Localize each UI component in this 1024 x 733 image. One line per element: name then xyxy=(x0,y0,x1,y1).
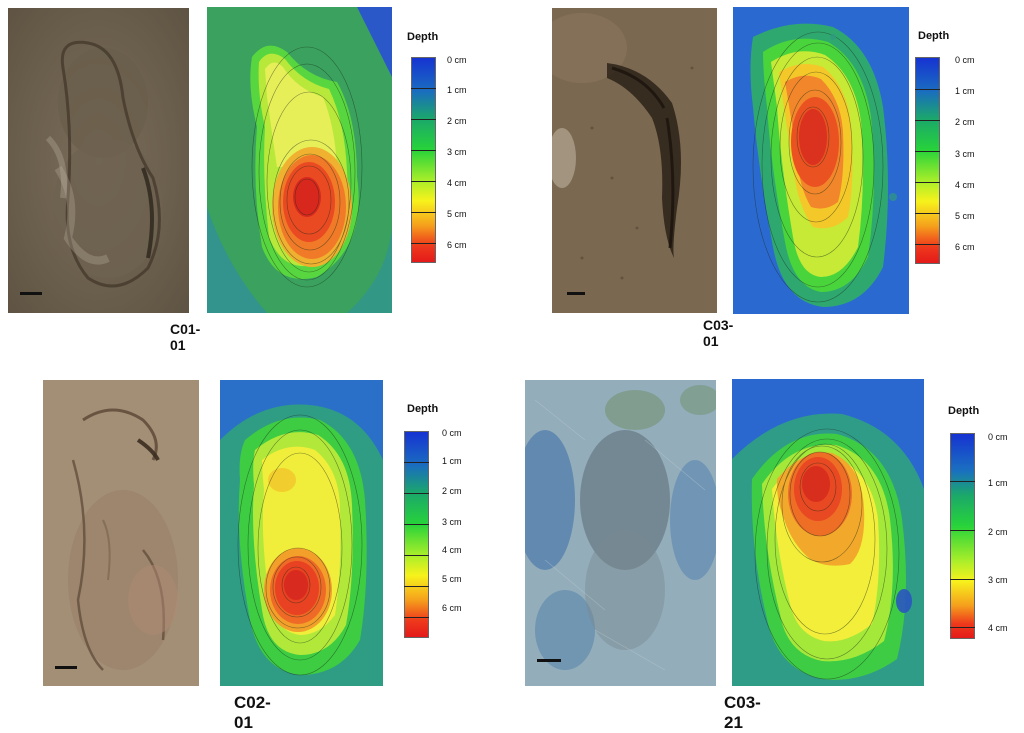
legend-label: 6 cm xyxy=(447,240,467,250)
legend-label: 1 cm xyxy=(955,86,975,96)
legend-label: 1 cm xyxy=(988,478,1008,488)
depth-legend-bar xyxy=(404,431,429,638)
figure-caption-c03-21: C03-21 xyxy=(724,693,761,732)
scale-bar xyxy=(55,666,77,669)
legend-label: 1 cm xyxy=(447,85,467,95)
legend-label: 3 cm xyxy=(988,575,1008,585)
legend-label: 2 cm xyxy=(447,116,467,126)
legend-label: 5 cm xyxy=(447,209,467,219)
depth-legend-bar xyxy=(950,433,975,639)
legend-label: 0 cm xyxy=(447,55,467,65)
legend-label: 1 cm xyxy=(442,456,462,466)
scale-bar xyxy=(20,292,42,295)
legend-label: 4 cm xyxy=(442,545,462,555)
depth-legend-bar xyxy=(915,57,940,264)
legend-label: 5 cm xyxy=(442,574,462,584)
footprint-photo-c01-01 xyxy=(8,8,189,313)
legend-label: 0 cm xyxy=(988,432,1008,442)
legend-label: 4 cm xyxy=(988,623,1008,633)
legend-label: 3 cm xyxy=(955,149,975,159)
depth-map-c02-01 xyxy=(220,380,383,686)
legend-label: 4 cm xyxy=(447,178,467,188)
legend-label: 3 cm xyxy=(447,147,467,157)
legend-label: 2 cm xyxy=(988,527,1008,537)
legend-label: 2 cm xyxy=(955,117,975,127)
legend-label: 0 cm xyxy=(442,428,462,438)
legend-title: Depth xyxy=(407,31,439,43)
footprint-photo-c03-21 xyxy=(525,380,716,686)
scale-bar xyxy=(567,292,585,295)
legend-title: Depth xyxy=(918,30,950,42)
legend-label: 4 cm xyxy=(955,180,975,190)
legend-title: Depth xyxy=(407,403,439,415)
legend-label: 5 cm xyxy=(955,211,975,221)
depth-map-c03-21 xyxy=(732,379,924,686)
legend-label: 6 cm xyxy=(442,603,462,613)
figure-caption-c02-01: C02-01 xyxy=(234,693,271,732)
legend-title: Depth xyxy=(948,405,980,417)
figure-caption-c01-01: C01-01 xyxy=(170,321,201,353)
figure-caption-c03-01: C03-01 xyxy=(703,317,734,349)
legend-label: 0 cm xyxy=(955,55,975,65)
depth-legend-bar xyxy=(411,57,436,263)
depth-map-c03-01 xyxy=(733,7,909,314)
scale-bar xyxy=(537,659,561,662)
legend-label: 2 cm xyxy=(442,486,462,496)
legend-label: 3 cm xyxy=(442,517,462,527)
footprint-photo-c02-01 xyxy=(43,380,199,686)
footprint-photo-c03-01 xyxy=(552,8,717,313)
legend-label: 6 cm xyxy=(955,242,975,252)
depth-map-c01-01 xyxy=(207,7,392,313)
